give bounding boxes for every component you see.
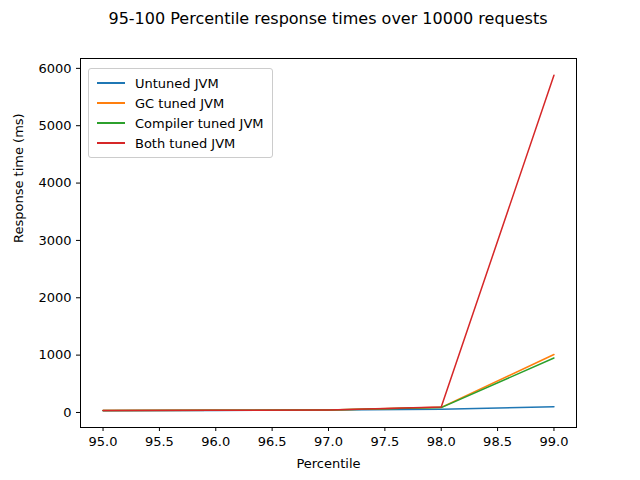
svg-text:4000: 4000 — [38, 175, 71, 190]
svg-text:97.0: 97.0 — [314, 434, 343, 449]
svg-text:96.5: 96.5 — [258, 434, 287, 449]
html-text:GC tuned JVM: GC tuned JVM — [135, 95, 225, 111]
svg-text:Response time (ms): Response time (ms) — [11, 113, 26, 243]
html-text:Compiler tuned JVM: Compiler tuned JVM — [135, 115, 264, 131]
svg-text:6000: 6000 — [38, 61, 71, 76]
svg-text:98.5: 98.5 — [483, 434, 512, 449]
svg-text:95.0: 95.0 — [89, 434, 118, 449]
html-text:Both tuned JVM: Both tuned JVM — [135, 135, 236, 151]
svg-text:98.0: 98.0 — [427, 434, 456, 449]
svg-text:Percentile: Percentile — [296, 456, 360, 471]
svg-text:99.0: 99.0 — [539, 434, 568, 449]
svg-text:2000: 2000 — [38, 290, 71, 305]
svg-text:3000: 3000 — [38, 233, 71, 248]
svg-text:0: 0 — [63, 405, 71, 420]
svg-text:1000: 1000 — [38, 347, 71, 362]
svg-text:5000: 5000 — [38, 118, 71, 133]
html-text:95-100 Percentile response tim: 95-100 Percentile response times over 10… — [108, 9, 548, 28]
svg-text:96.0: 96.0 — [201, 434, 230, 449]
svg-text:97.5: 97.5 — [370, 434, 399, 449]
html-text:Untuned JVM: Untuned JVM — [135, 75, 219, 91]
svg-text:95.5: 95.5 — [145, 434, 174, 449]
